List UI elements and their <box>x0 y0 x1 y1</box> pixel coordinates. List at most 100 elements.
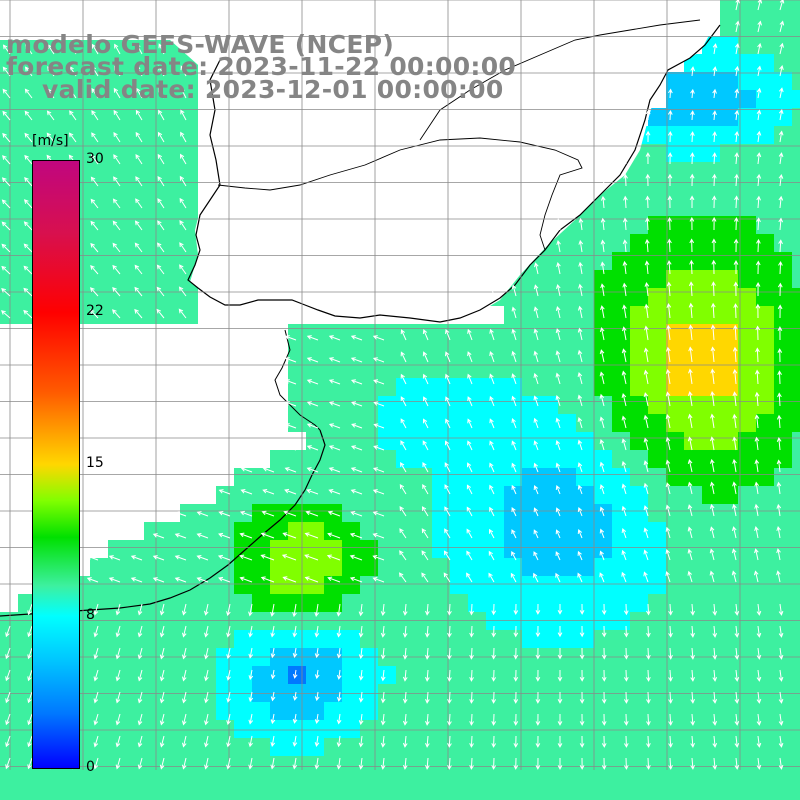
wind-arrow <box>755 303 761 319</box>
wind-speed-cell <box>126 72 144 90</box>
wind-speed-cell <box>396 576 414 594</box>
wind-arrow <box>400 373 407 385</box>
wind-arrow <box>732 481 737 495</box>
wind-arrow <box>644 260 650 275</box>
wind-arrow <box>601 713 607 726</box>
wind-speed-cell <box>540 378 558 396</box>
wind-arrow <box>755 325 761 341</box>
wind-speed-cell <box>342 450 360 468</box>
wind-speed-cell <box>540 774 558 792</box>
wind-arrow <box>467 440 473 451</box>
wind-arrow <box>623 647 629 660</box>
wind-arrow <box>557 670 563 682</box>
wind-speed-cell <box>738 108 756 126</box>
wind-speed-cell <box>378 522 396 540</box>
wind-speed-cell <box>468 468 486 486</box>
wind-arrow <box>46 110 55 121</box>
wind-speed-cell <box>720 180 738 198</box>
wind-speed-cell <box>108 702 126 720</box>
wind-speed-cell <box>180 144 198 162</box>
wind-arrow <box>422 462 429 473</box>
wind-speed-cell <box>756 288 774 306</box>
wind-speed-cell <box>306 792 324 800</box>
wind-arrow <box>336 669 342 680</box>
wind-speed-cell <box>108 684 126 702</box>
wind-speed-cell <box>432 432 450 450</box>
wind-arrow <box>756 238 761 253</box>
wind-speed-cell <box>126 126 144 144</box>
wind-speed-cell <box>558 234 576 252</box>
wind-arrow <box>535 691 541 704</box>
wind-arrow <box>398 572 407 583</box>
wind-speed-cell <box>666 594 684 612</box>
wind-arrow <box>226 713 231 726</box>
wind-arrow <box>218 489 231 495</box>
wind-speed-cell <box>324 702 342 720</box>
wind-arrow <box>93 647 99 660</box>
wind-arrow <box>734 625 740 638</box>
wind-speed-cell <box>756 342 774 360</box>
wind-arrow <box>710 346 716 363</box>
wind-speed-cell <box>432 414 450 432</box>
wind-speed-cell <box>738 162 756 180</box>
wind-speed-cell <box>126 144 144 162</box>
wind-speed-cell <box>774 396 792 414</box>
wind-speed-cell <box>396 558 414 576</box>
wind-speed-cell <box>486 576 504 594</box>
wind-arrow <box>665 368 671 385</box>
wind-arrow <box>511 507 517 517</box>
country-border <box>217 137 583 251</box>
wind-speed-cell <box>468 396 486 414</box>
wind-arrow <box>91 132 99 143</box>
wind-arrow <box>513 669 519 682</box>
wind-speed-cell <box>684 594 702 612</box>
wind-arrow <box>226 603 231 617</box>
wind-speed-cell <box>540 270 558 288</box>
wind-speed-cell <box>360 558 378 576</box>
wind-speed-cell <box>288 450 306 468</box>
wind-speed-cell <box>486 792 504 800</box>
wind-speed-cell <box>198 504 216 522</box>
wind-arrow <box>27 691 33 704</box>
wind-speed-cell <box>396 540 414 558</box>
wind-speed-cell <box>198 720 216 738</box>
wind-speed-cell <box>774 504 792 522</box>
wind-speed-cell <box>738 684 756 702</box>
wind-arrow <box>709 481 715 495</box>
wind-arrow <box>643 505 649 517</box>
wind-speed-cell <box>270 576 288 594</box>
wind-speed-cell <box>576 594 594 612</box>
wind-speed-cell <box>378 666 396 684</box>
wind-speed-cell <box>684 324 702 342</box>
wind-speed-cell <box>18 54 36 72</box>
wind-speed-cell <box>558 774 576 792</box>
wind-arrow <box>577 529 583 539</box>
wind-speed-cell <box>90 144 108 162</box>
wind-speed-cell <box>666 774 684 792</box>
wind-speed-cell <box>90 558 108 576</box>
wind-speed-cell <box>648 558 666 576</box>
wind-speed-cell <box>216 540 234 558</box>
wind-arrow <box>314 625 320 638</box>
wind-arrow <box>130 533 143 539</box>
wind-speed-cell <box>774 72 792 90</box>
wind-speed-cell <box>360 432 378 450</box>
country-border-north <box>419 19 701 141</box>
wind-speed-cell <box>162 54 180 72</box>
wind-arrow <box>688 302 694 319</box>
wind-arrow <box>712 603 718 616</box>
wind-speed-cell <box>198 792 216 800</box>
wind-speed-cell <box>450 414 468 432</box>
wind-arrow <box>469 603 474 616</box>
wind-speed-cell <box>594 378 612 396</box>
wind-speed-cell <box>126 684 144 702</box>
wind-arrow <box>557 714 563 726</box>
wind-arrow <box>621 415 627 429</box>
wind-speed-cell <box>738 720 756 738</box>
wind-speed-cell <box>108 756 126 774</box>
wind-arrow <box>513 603 519 616</box>
wind-speed-cell <box>54 774 72 792</box>
wind-arrow <box>402 757 408 770</box>
wind-speed-cell <box>576 234 594 252</box>
wind-arrow <box>732 503 737 517</box>
